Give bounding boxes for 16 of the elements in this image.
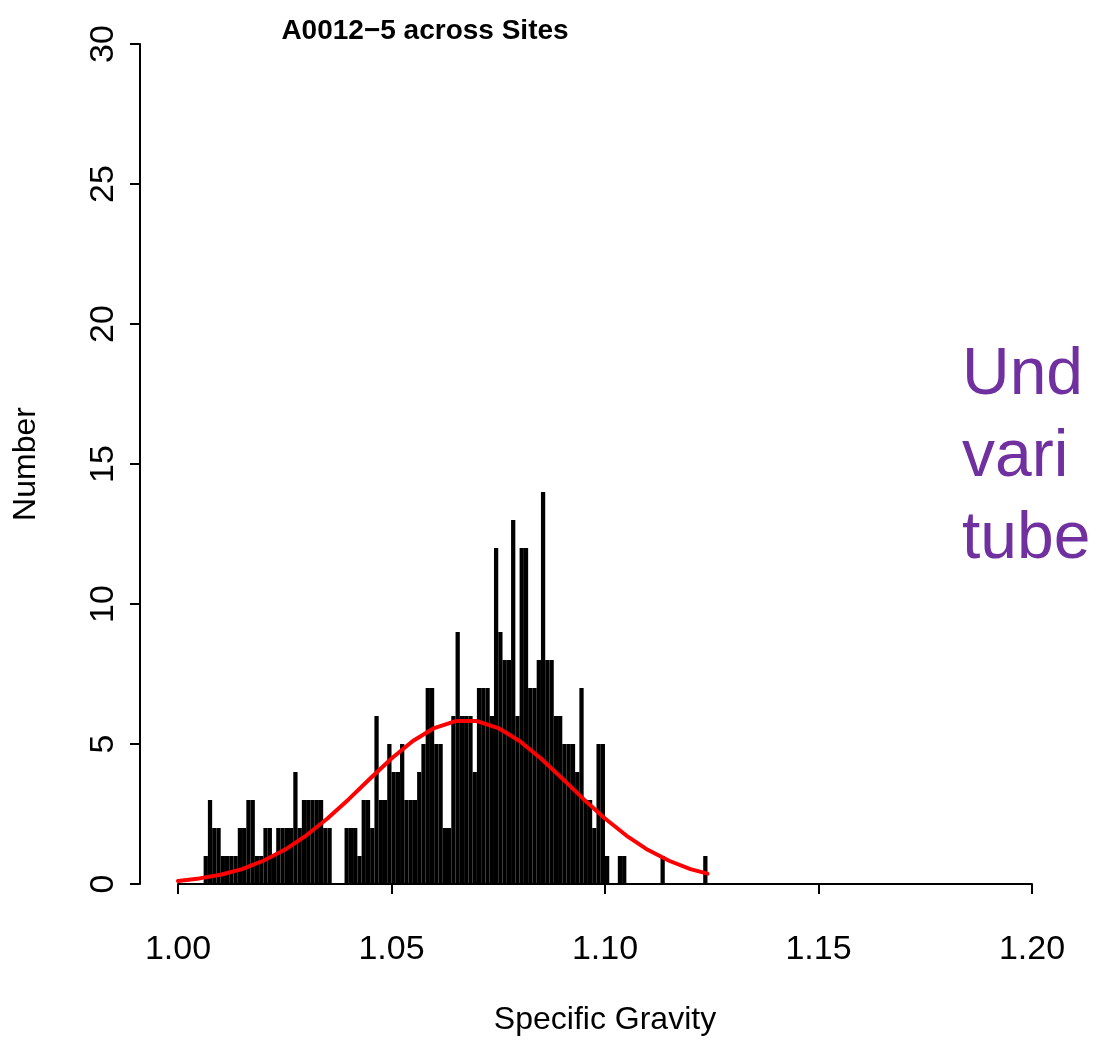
y-tick-label: 5 xyxy=(82,734,120,754)
y-tick-label: 20 xyxy=(82,305,120,343)
annotation: Und vari tube xyxy=(962,334,1091,572)
y-tick-label: 0 xyxy=(82,874,120,894)
y-tick-label: 10 xyxy=(82,585,120,623)
y-axis-title: Number xyxy=(6,406,42,521)
y-tick-label: 30 xyxy=(82,25,120,63)
x-tick-label: 1.10 xyxy=(571,928,639,966)
x-tick-label: 1.00 xyxy=(144,928,212,966)
x-tick-label: 1.05 xyxy=(358,928,425,966)
chart-title: A0012−5 across Sites xyxy=(281,13,569,45)
x-tick-label: 1.15 xyxy=(785,928,852,966)
x-tick-label: 1.20 xyxy=(998,928,1066,966)
y-tick-label: 15 xyxy=(82,445,120,483)
x-axis-title: Specific Gravity xyxy=(493,1000,717,1036)
y-tick-label: 25 xyxy=(82,165,120,203)
